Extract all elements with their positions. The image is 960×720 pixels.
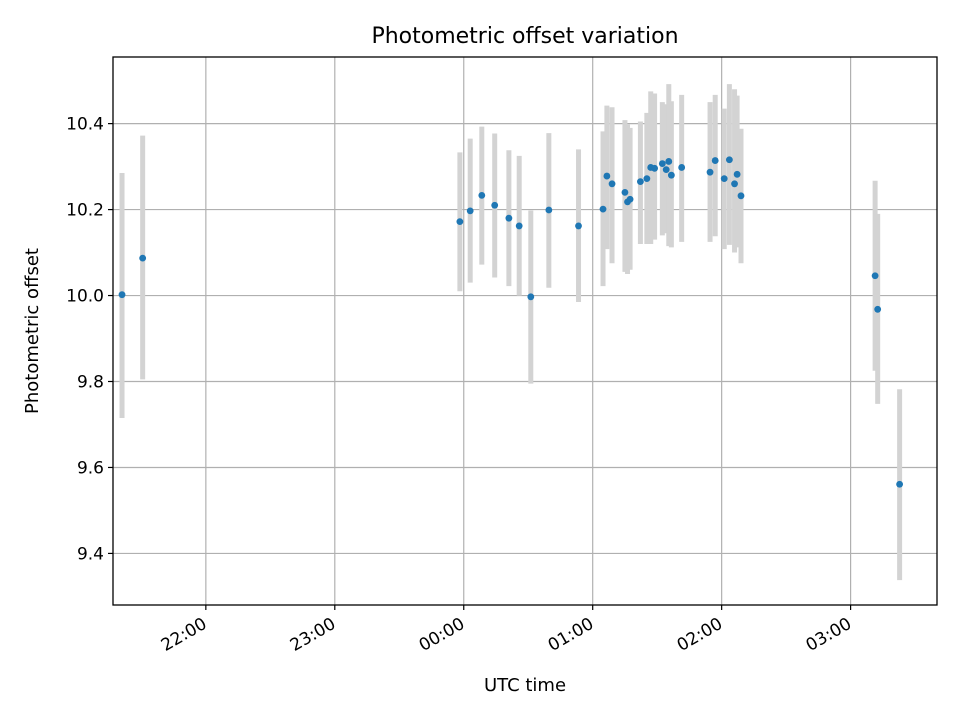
x-axis-ticks: 22:00 23:00 00:00 01:00 02:00 03:00 <box>158 605 855 656</box>
data-point-26 <box>706 168 714 176</box>
data-point-9 <box>545 206 553 214</box>
data-point-33 <box>871 272 879 280</box>
data-point-10 <box>575 222 582 230</box>
data-point-16 <box>626 195 634 203</box>
data-point-14 <box>621 188 629 196</box>
data-point-6 <box>505 214 513 222</box>
data-point-0 <box>118 291 126 299</box>
data-point-30 <box>731 180 738 188</box>
data-point-2 <box>456 218 464 226</box>
plot-frame <box>112 56 938 606</box>
x-tick-label-0: 22:00 <box>158 614 210 656</box>
y-tick-label-0: 9.4 <box>77 544 104 564</box>
x-tick-label-4: 02:00 <box>674 614 726 656</box>
data-points <box>118 156 904 488</box>
data-point-22 <box>662 166 670 174</box>
data-point-29 <box>725 156 733 164</box>
data-point-3 <box>466 207 474 215</box>
y-tick-label-5: 10.4 <box>66 115 104 135</box>
data-point-11 <box>599 205 607 213</box>
chart-title: Photometric offset variation <box>371 24 678 49</box>
data-point-35 <box>896 480 904 488</box>
data-point-31 <box>733 170 741 178</box>
data-point-18 <box>643 175 651 183</box>
y-tick-label-1: 9.6 <box>77 458 104 478</box>
data-point-1 <box>139 254 147 262</box>
y-axis-label: Photometric offset <box>22 248 43 414</box>
data-point-4 <box>478 191 486 199</box>
data-point-25 <box>678 164 686 171</box>
data-point-7 <box>515 222 523 230</box>
x-tick-label-3: 01:00 <box>545 614 597 656</box>
data-point-20 <box>651 164 658 172</box>
data-point-28 <box>720 175 728 183</box>
y-tick-label-3: 10.0 <box>66 287 104 307</box>
x-tick-label-1: 23:00 <box>287 614 339 656</box>
data-point-13 <box>608 180 616 188</box>
grid <box>113 57 937 605</box>
data-point-17 <box>637 178 644 186</box>
data-point-24 <box>667 171 675 179</box>
y-tick-label-2: 9.8 <box>77 373 104 393</box>
y-tick-label-4: 10.2 <box>66 201 104 221</box>
data-point-5 <box>491 201 499 209</box>
data-point-21 <box>658 160 666 167</box>
x-axis-label: UTC time <box>484 675 566 696</box>
data-point-12 <box>603 172 611 180</box>
x-tick-label-2: 00:00 <box>416 614 468 656</box>
y-axis-ticks: 9.4 9.6 9.8 10.0 10.2 10.4 <box>66 115 113 564</box>
data-point-34 <box>874 305 882 313</box>
x-tick-label-5: 03:00 <box>803 614 855 656</box>
data-point-32 <box>737 192 745 200</box>
data-point-27 <box>711 157 719 164</box>
data-point-23 <box>665 158 673 165</box>
error-bars <box>119 84 903 581</box>
data-point-8 <box>527 293 535 301</box>
